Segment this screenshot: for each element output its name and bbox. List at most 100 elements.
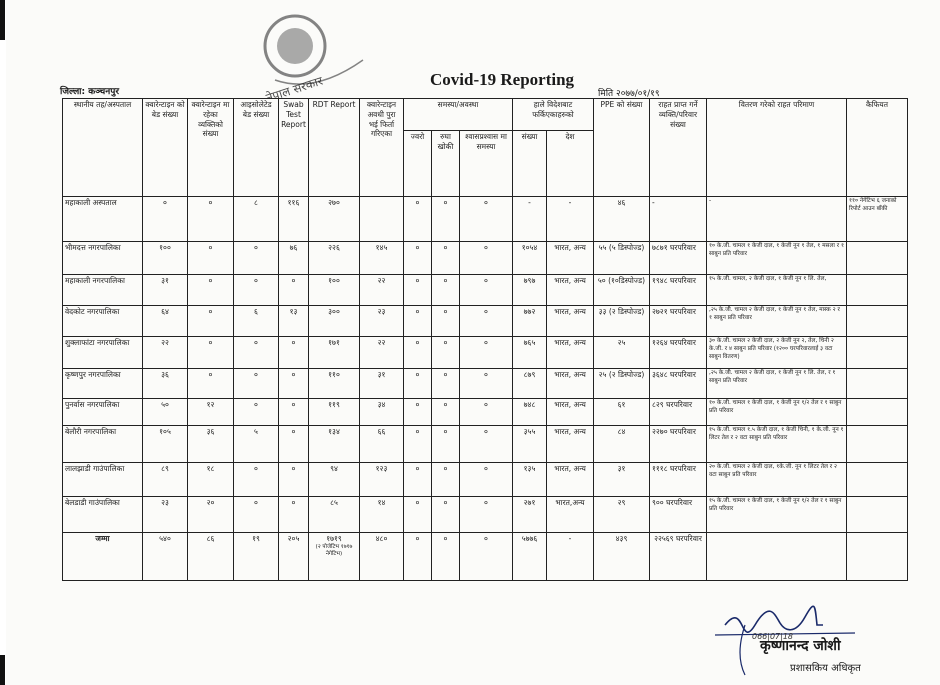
cell-ppe-text: २५ (२ डिस्पोज्ड) <box>598 370 645 379</box>
cell-breath: ० <box>459 305 513 337</box>
cell-iq: १८ <box>187 462 234 497</box>
cell-cough-text: ० <box>443 427 448 436</box>
cell-done-text: ६६ <box>377 427 386 436</box>
cell-ppe-text: २९ <box>617 498 626 507</box>
cell-swab: ११६ <box>278 196 309 242</box>
cell-relief-text: २२५६९ घरपरिवार <box>654 534 702 543</box>
cell-breath: ० <box>459 241 513 275</box>
cell-qb: ६४ <box>142 305 188 337</box>
cell-name: वेदकोट नगरपालिका <box>62 305 143 337</box>
cell-iq: ८६ <box>187 532 234 581</box>
cell-qb: ३१ <box>142 274 188 306</box>
cell-cough: ० <box>431 196 460 242</box>
cell-iq: ० <box>187 196 234 242</box>
cell-ib-text: ० <box>254 370 258 379</box>
cell-fever: ० <box>403 368 432 399</box>
cell-relief-text: - <box>652 198 655 207</box>
covid-report-table: स्थानीय तह/अस्पताल क्वारेन्टाइन को बेड स… <box>62 98 908 581</box>
cell-ib-text: ० <box>254 498 258 507</box>
cell-dist-text: २० के.जी. चामल २ केजी दाल, १के.जी. नून १… <box>709 464 838 478</box>
cell-ret-text: ३५५ <box>523 427 536 436</box>
cell-rdt-text: ८५ <box>330 498 338 507</box>
header-remarks: कैफियत <box>846 98 908 197</box>
header-relief-recipients: राहत प्राप्त गर्ने व्यक्ति/परिवार संख्या <box>649 98 707 197</box>
cell-done: ४८० <box>359 532 404 581</box>
cell-country: - <box>546 532 594 581</box>
cell-country: भारत, अन्य <box>546 336 594 369</box>
cell-swab: २०५ <box>278 532 309 581</box>
cell-cough: ० <box>431 368 460 399</box>
header-problem-group: समस्या/अवस्था <box>403 98 513 131</box>
cell-cough: ० <box>431 425 460 463</box>
table-row: महाकाली अस्पताल ० ० ८ ११६ २७० ० ० ० - - ४६ - - ११० नेग… <box>62 196 908 242</box>
cell-relief: ३६४८ घरपरिवार <box>649 368 707 399</box>
header-local-body: स्थानीय तह/अस्पताल <box>62 98 143 197</box>
header-rdt-report: RDT Report <box>308 98 360 197</box>
cell-name-text: महाकाली अस्पताल <box>65 198 117 207</box>
cell-cough: ० <box>431 462 460 497</box>
rdt-note: (२ पोजेटिभ १७१७ नेगेटिभ) <box>315 543 353 557</box>
cell-country-text: - <box>568 534 572 543</box>
cell-cough-text: ० <box>443 243 448 252</box>
cell-remarks-text: ११० नेगेटिभ ६ जनाको रिपोर्ट आउन बाँकी <box>849 198 897 212</box>
cell-ib-text: १९ <box>252 534 260 543</box>
cell-ib-text: ५ <box>254 427 258 436</box>
cell-dist-text: १५ के.जी. चामल १.५ केजी दाल, १ केजी चिनी… <box>709 427 844 441</box>
cell-done-text: ३१ <box>377 370 386 379</box>
cell-qb-text: ३१ <box>161 276 169 285</box>
cell-rdt: ३०० <box>308 305 360 337</box>
cell-breath-text: ० <box>484 498 488 507</box>
scan-mark <box>0 0 5 40</box>
cell-fever-text: ० <box>415 498 420 507</box>
cell-cough-text: ० <box>443 370 448 379</box>
cell-qb-text: ६४ <box>161 307 169 316</box>
cell-swab-text: ० <box>291 338 296 347</box>
cell-done-text: १४ <box>377 498 386 507</box>
cell-swab: ० <box>278 398 309 426</box>
cell-swab-text: ० <box>291 400 296 409</box>
cell-iq: ३६ <box>187 425 234 463</box>
government-stamp: नेपाल सरकार <box>263 14 364 98</box>
cell-relief: २७२१ घरपरिवार <box>649 305 707 337</box>
cell-swab-text: ० <box>291 498 296 507</box>
cell-rdt-text: ११९ <box>328 400 340 409</box>
cell-breath-text: ० <box>484 427 488 436</box>
cell-ret: ७६५ <box>512 336 547 369</box>
cell-iq-text: ० <box>208 307 213 316</box>
cell-dist: १५ के.जी. चामल १.५ केजी दाल, १ केजी चिनी… <box>706 425 847 463</box>
total-row: जम्मा ५४० ८६ १९ २०५ १७१९ (२ पोजेटिभ १७१७ नेगेट… <box>62 532 908 581</box>
cell-done: १४५ <box>359 241 404 275</box>
cell-ib: ५ <box>233 425 279 463</box>
cell-fever: ० <box>403 398 432 426</box>
cell-ib-text: ० <box>254 338 258 347</box>
cell-country-text: भारत, अन्य <box>554 370 586 379</box>
cell-fever: ० <box>403 496 432 533</box>
cell-relief: ८२९ घरपरिवार <box>649 398 707 426</box>
cell-done: २३ <box>359 305 404 337</box>
cell-ret: १३५ <box>512 462 547 497</box>
cell-ib-text: ० <box>254 400 258 409</box>
cell-name: बेलडाडी गाउंपालिका <box>62 496 143 533</box>
cell-cough: ० <box>431 336 460 369</box>
cell-remarks <box>846 241 908 275</box>
cell-remarks <box>846 305 908 337</box>
cell-rdt: ११९ <box>308 398 360 426</box>
cell-rdt-text: ९४ <box>330 464 338 473</box>
cell-rdt: १०० <box>308 274 360 306</box>
cell-ppe: ६१ <box>593 398 650 426</box>
cell-breath-text: ० <box>484 243 488 252</box>
cell-iq: ० <box>187 336 234 369</box>
cell-dist: १० के.जी. चामल १ केजी दाल, १ केजी नून १/… <box>706 398 847 426</box>
cell-country-text: भारत, अन्य <box>554 464 586 473</box>
cell-qb: ५० <box>142 398 188 426</box>
cell-swab: ० <box>278 462 309 497</box>
header-swab-test: Swab Test Report <box>278 98 309 197</box>
header-in-quarantine: क्वारेन्टाइन मा रहेका व्यक्तिको संख्या <box>187 98 234 197</box>
cell-breath: ० <box>459 196 513 242</box>
cell-name: भीमदत्त नगरपालिका <box>62 241 143 275</box>
cell-ppe: ४६ <box>593 196 650 242</box>
cell-ib: ० <box>233 496 279 533</box>
cell-qb-text: १०५ <box>159 427 171 436</box>
cell-cough: ० <box>431 274 460 306</box>
cell-name-text: लालझाडी गाउंपालिका <box>65 464 125 473</box>
